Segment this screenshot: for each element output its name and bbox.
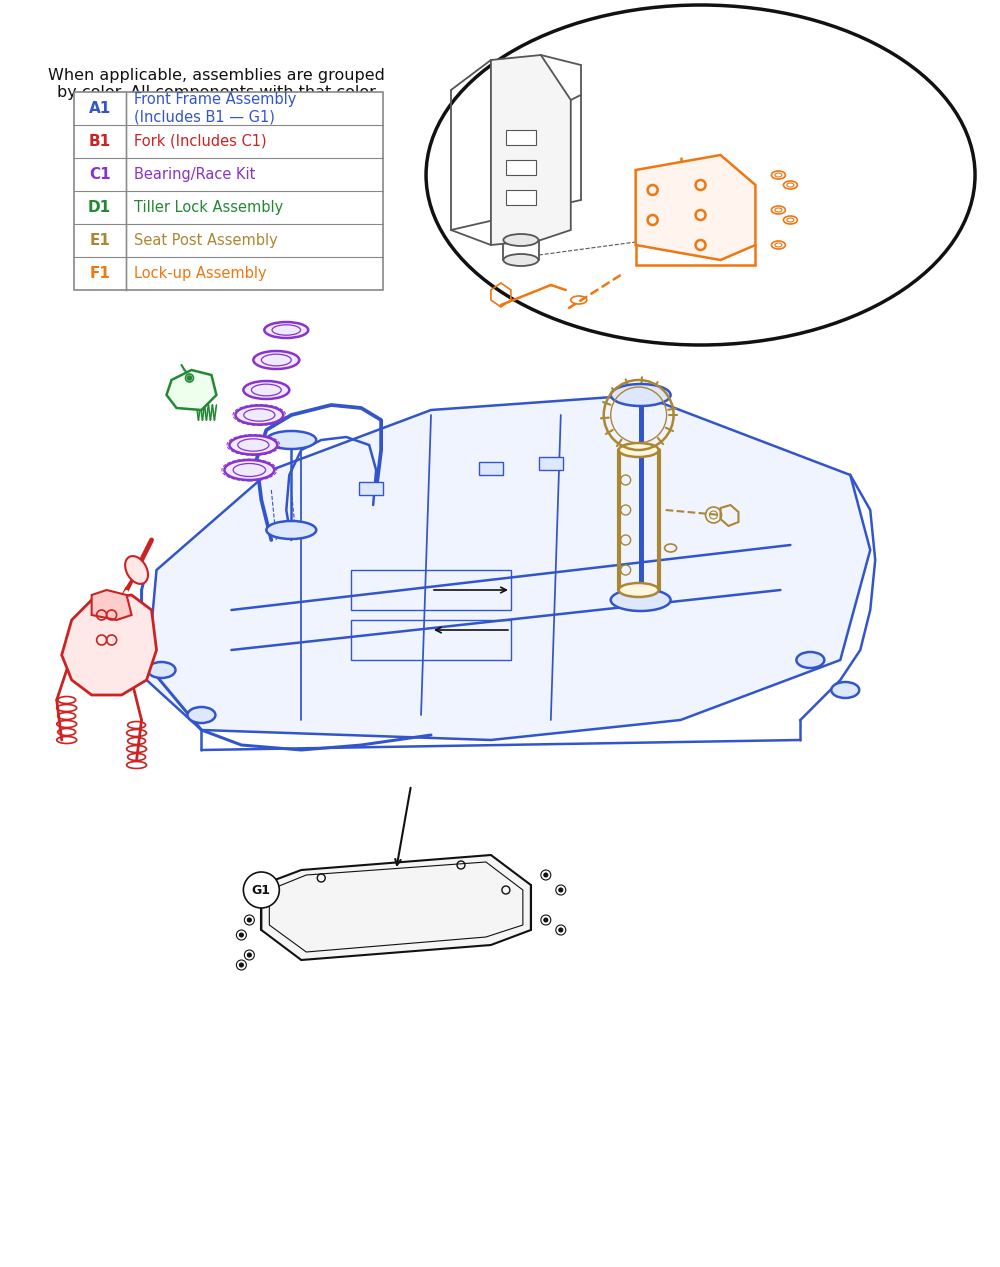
Circle shape — [239, 933, 243, 938]
Polygon shape — [359, 481, 383, 495]
Text: Bearing/Race Kit: Bearing/Race Kit — [134, 167, 255, 182]
Bar — [351, 620, 511, 660]
Ellipse shape — [619, 443, 659, 457]
Text: E1: E1 — [89, 233, 110, 248]
Text: Lock-up Assembly: Lock-up Assembly — [134, 266, 266, 281]
Circle shape — [559, 888, 563, 892]
Circle shape — [544, 919, 548, 922]
Polygon shape — [147, 395, 870, 740]
Ellipse shape — [831, 682, 859, 698]
Ellipse shape — [264, 322, 308, 338]
Bar — [506, 190, 536, 205]
Ellipse shape — [796, 653, 824, 668]
Circle shape — [187, 376, 191, 380]
Polygon shape — [636, 155, 755, 260]
Text: G1: G1 — [252, 883, 271, 897]
Ellipse shape — [148, 661, 175, 678]
Polygon shape — [92, 590, 132, 620]
Ellipse shape — [503, 234, 538, 246]
Text: F1: F1 — [89, 266, 110, 281]
Polygon shape — [62, 595, 157, 696]
Text: Tiller Lock Assembly: Tiller Lock Assembly — [134, 200, 283, 215]
Ellipse shape — [243, 381, 289, 399]
Circle shape — [247, 919, 251, 922]
Polygon shape — [491, 54, 571, 245]
Ellipse shape — [611, 384, 671, 405]
Text: Front Frame Assembly
(Includes B1 — G1): Front Frame Assembly (Includes B1 — G1) — [134, 92, 296, 124]
Bar — [351, 570, 511, 609]
Ellipse shape — [224, 460, 274, 480]
Circle shape — [544, 873, 548, 877]
Circle shape — [243, 872, 279, 908]
Bar — [74, 92, 383, 290]
Text: When applicable, assemblies are grouped
by color. All components with that color: When applicable, assemblies are grouped … — [48, 68, 385, 118]
Polygon shape — [479, 462, 503, 475]
Ellipse shape — [187, 707, 215, 723]
Ellipse shape — [619, 583, 659, 597]
Ellipse shape — [503, 253, 538, 266]
Ellipse shape — [266, 521, 316, 538]
Text: Seat Post Assembly: Seat Post Assembly — [134, 233, 277, 248]
Ellipse shape — [253, 351, 299, 369]
Polygon shape — [167, 370, 216, 411]
Text: B1: B1 — [89, 134, 111, 150]
Circle shape — [239, 963, 243, 967]
Ellipse shape — [235, 405, 283, 424]
Text: A1: A1 — [89, 101, 111, 117]
Ellipse shape — [266, 431, 316, 449]
Text: Fork (Includes C1): Fork (Includes C1) — [134, 134, 266, 150]
Ellipse shape — [611, 589, 671, 611]
Circle shape — [559, 927, 563, 933]
Bar — [506, 131, 536, 144]
Polygon shape — [261, 855, 531, 960]
Circle shape — [247, 953, 251, 957]
Ellipse shape — [426, 5, 975, 345]
Bar — [506, 160, 536, 175]
Ellipse shape — [125, 556, 148, 584]
Ellipse shape — [229, 436, 277, 455]
Polygon shape — [539, 457, 563, 470]
Text: D1: D1 — [88, 200, 111, 215]
Text: C1: C1 — [89, 167, 110, 182]
